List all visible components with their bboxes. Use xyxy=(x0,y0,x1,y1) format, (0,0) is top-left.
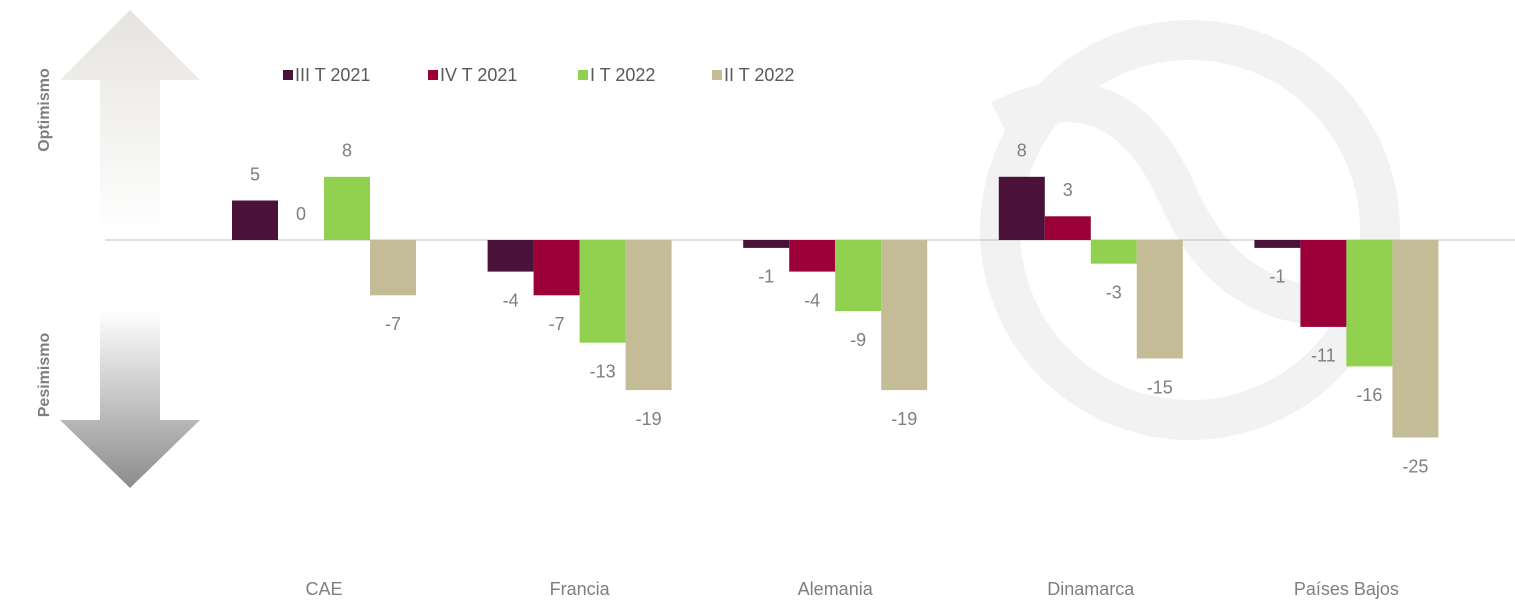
legend-swatch xyxy=(283,70,293,80)
legend-swatch xyxy=(712,70,722,80)
bar xyxy=(232,200,278,240)
legend-label: IV T 2021 xyxy=(440,65,517,85)
optimism-arrow xyxy=(60,10,200,235)
bar xyxy=(1044,216,1091,240)
bar xyxy=(998,176,1045,240)
pessimism-arrow xyxy=(60,310,200,488)
value-label: 8 xyxy=(1017,141,1027,161)
value-label: -11 xyxy=(1311,346,1336,366)
value-label: -1 xyxy=(758,267,774,287)
value-label: -4 xyxy=(804,290,820,310)
value-label: -9 xyxy=(850,330,866,350)
bar xyxy=(881,240,928,391)
value-label: 8 xyxy=(342,141,352,161)
bar xyxy=(1090,240,1137,264)
bar xyxy=(487,240,534,272)
value-label: -13 xyxy=(590,361,616,381)
x-tick-label: Alemania xyxy=(798,579,874,599)
bar xyxy=(1136,240,1183,359)
bar xyxy=(789,240,836,272)
legend-swatch xyxy=(428,70,438,80)
x-tick-label: Países Bajos xyxy=(1294,579,1399,599)
value-label: -25 xyxy=(1402,456,1428,476)
legend-label: III T 2021 xyxy=(295,65,370,85)
x-tick-label: Francia xyxy=(550,579,611,599)
annotation: Pesimismo xyxy=(36,333,53,418)
bar xyxy=(533,240,580,296)
bar xyxy=(1392,240,1439,438)
x-tick-label: CAE xyxy=(305,579,342,599)
value-label: -16 xyxy=(1356,385,1382,405)
bar xyxy=(370,240,416,296)
legend-swatch xyxy=(578,70,588,80)
x-tick-label: Dinamarca xyxy=(1047,579,1135,599)
value-label: -19 xyxy=(891,409,917,429)
legend-label: I T 2022 xyxy=(590,65,655,85)
value-label: 5 xyxy=(250,164,260,184)
value-label: -4 xyxy=(503,290,519,310)
bar xyxy=(835,240,882,312)
value-label: -7 xyxy=(385,314,401,334)
value-label: 0 xyxy=(296,204,306,224)
value-label: -19 xyxy=(636,409,662,429)
bar xyxy=(579,240,626,343)
value-label: 3 xyxy=(1063,180,1073,200)
bar xyxy=(1254,240,1301,248)
value-label: -3 xyxy=(1106,282,1122,302)
legend-label: II T 2022 xyxy=(724,65,794,85)
value-label: -1 xyxy=(1269,267,1285,287)
bar xyxy=(743,240,790,248)
bar xyxy=(1346,240,1393,367)
value-label: -15 xyxy=(1147,377,1173,397)
annotation: Optimismo xyxy=(36,68,53,152)
bar xyxy=(625,240,672,391)
value-label: -7 xyxy=(549,314,565,334)
bar xyxy=(324,176,370,240)
bar xyxy=(1300,240,1347,327)
